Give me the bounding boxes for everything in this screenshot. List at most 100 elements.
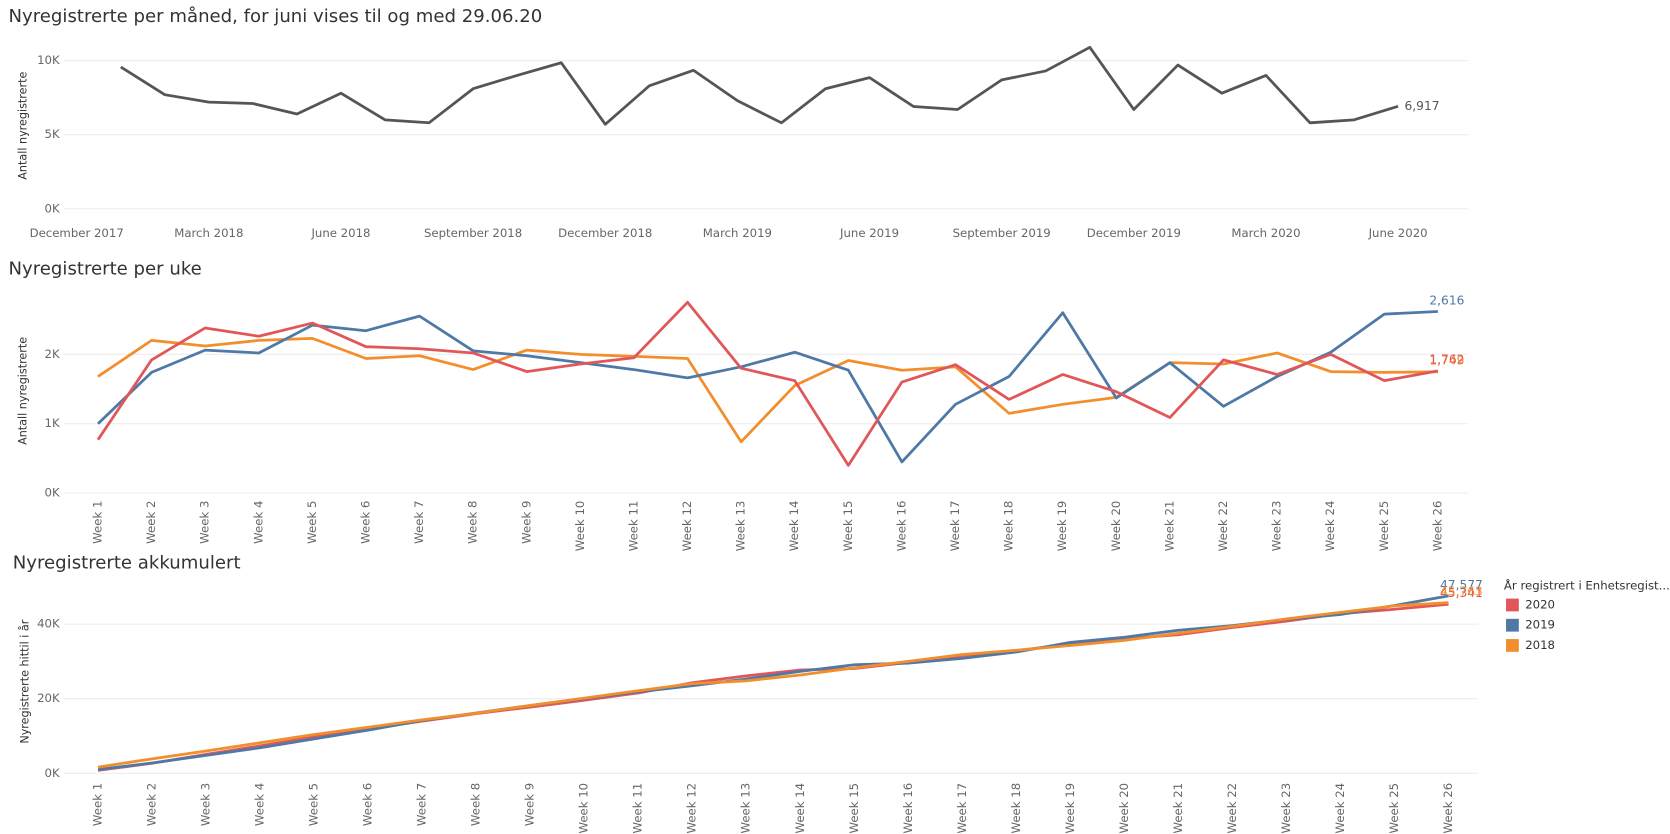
x-tick-label: Week 9 bbox=[523, 783, 537, 826]
x-tick-label: Week 4 bbox=[253, 783, 267, 826]
x-tick-label: September 2019 bbox=[953, 226, 1051, 240]
x-tick-label: Week 18 bbox=[1009, 783, 1023, 834]
y-tick-label: 0K bbox=[45, 201, 60, 215]
chart-title: Nyregistrerte per måned, for juni vises … bbox=[9, 6, 543, 27]
x-tick-label: Week 3 bbox=[198, 501, 212, 544]
data-label: 1,762 bbox=[1429, 353, 1464, 367]
x-tick-label: Week 15 bbox=[841, 501, 855, 552]
series-line bbox=[97, 602, 1449, 772]
series-line bbox=[97, 601, 1449, 769]
data-label: 45,763 bbox=[1440, 585, 1483, 599]
x-tick-label: Week 24 bbox=[1333, 783, 1347, 834]
x-tick-label: March 2019 bbox=[703, 226, 772, 240]
x-tick-label: Week 14 bbox=[793, 783, 807, 834]
data-label: 45,341 bbox=[1440, 586, 1483, 600]
x-tick-label: Week 7 bbox=[412, 501, 426, 544]
x-tick-label: Week 8 bbox=[469, 783, 483, 826]
x-tick-label: Week 13 bbox=[739, 783, 753, 834]
series-line bbox=[97, 594, 1449, 771]
x-tick-label: December 2017 bbox=[30, 226, 124, 240]
x-tick-label: Week 16 bbox=[894, 501, 908, 552]
x-tick-label: Week 19 bbox=[1063, 783, 1077, 834]
y-tick-label: 5K bbox=[45, 127, 60, 141]
x-tick-label: Week 11 bbox=[626, 501, 640, 552]
legend-swatch bbox=[1506, 618, 1519, 632]
x-tick-label: March 2018 bbox=[174, 226, 243, 240]
y-tick-label: 40K bbox=[37, 617, 60, 631]
data-label: 2,616 bbox=[1429, 293, 1464, 307]
series-line bbox=[97, 336, 1438, 444]
x-tick-label: Week 19 bbox=[1055, 501, 1069, 552]
x-tick-label: Week 21 bbox=[1162, 501, 1176, 552]
x-tick-label: Week 9 bbox=[519, 501, 533, 544]
legend-label: 2019 bbox=[1525, 618, 1555, 632]
x-tick-label: Week 26 bbox=[1430, 501, 1444, 552]
data-label: 1,749 bbox=[1429, 354, 1464, 368]
y-tick-label: 0K bbox=[45, 766, 60, 780]
x-tick-label: December 2019 bbox=[1087, 226, 1181, 240]
x-tick-label: Week 10 bbox=[577, 783, 591, 834]
x-tick-label: Week 1 bbox=[90, 783, 104, 826]
series-line bbox=[96, 300, 1439, 467]
x-tick-label: Week 22 bbox=[1216, 501, 1230, 552]
y-tick-label: 1K bbox=[45, 416, 60, 430]
x-tick-label: Week 22 bbox=[1225, 783, 1239, 834]
x-tick-label: September 2018 bbox=[424, 226, 522, 240]
data-label: 47,577 bbox=[1440, 578, 1483, 592]
x-tick-label: Week 5 bbox=[307, 783, 321, 826]
series-line bbox=[120, 45, 1399, 126]
y-tick-label: 2K bbox=[45, 347, 60, 361]
x-tick-label: Week 17 bbox=[955, 783, 969, 834]
x-tick-label: Week 5 bbox=[305, 501, 319, 544]
legend-title: År registrert i Enhetsregist... bbox=[1504, 577, 1670, 592]
x-tick-label: Week 6 bbox=[358, 501, 372, 544]
legend-label: 2018 bbox=[1525, 638, 1555, 652]
x-tick-label: Week 16 bbox=[901, 783, 915, 834]
x-tick-label: Week 15 bbox=[847, 783, 861, 834]
x-tick-label: Week 21 bbox=[1171, 783, 1185, 834]
y-axis-title: Antall nyregistrerte bbox=[16, 337, 29, 445]
chart-title: Nyregistrerte per uke bbox=[9, 258, 202, 279]
x-tick-label: Week 1 bbox=[90, 501, 104, 544]
x-tick-label: June 2020 bbox=[1368, 226, 1428, 240]
x-tick-label: Week 20 bbox=[1117, 783, 1131, 834]
x-tick-label: Week 24 bbox=[1323, 501, 1337, 552]
x-tick-label: Week 10 bbox=[573, 501, 587, 552]
x-tick-label: Week 25 bbox=[1387, 783, 1401, 834]
x-tick-label: Week 12 bbox=[685, 783, 699, 834]
x-tick-label: Week 3 bbox=[199, 783, 213, 826]
x-tick-label: Week 23 bbox=[1279, 783, 1293, 834]
x-tick-label: Week 4 bbox=[251, 501, 265, 544]
x-tick-label: June 2018 bbox=[310, 226, 370, 240]
dashboard-body: Nyregistrerte per måned, for juni vises … bbox=[9, 6, 1670, 833]
x-tick-label: Week 6 bbox=[361, 783, 375, 826]
x-tick-label: Week 11 bbox=[631, 783, 645, 834]
y-axis-title: Nyregistrerte hittil i år bbox=[19, 619, 32, 743]
x-tick-label: Week 20 bbox=[1109, 501, 1123, 552]
x-tick-label: Week 13 bbox=[734, 501, 748, 552]
x-tick-label: Week 2 bbox=[145, 783, 159, 826]
x-tick-label: December 2018 bbox=[558, 226, 652, 240]
x-tick-label: Week 18 bbox=[1002, 501, 1016, 552]
x-tick-label: Week 23 bbox=[1270, 501, 1284, 552]
series-line bbox=[97, 310, 1438, 464]
x-tick-label: March 2020 bbox=[1231, 226, 1300, 240]
y-tick-label: 20K bbox=[37, 691, 60, 705]
data-label: 6,917 bbox=[1404, 99, 1439, 113]
legend-swatch bbox=[1506, 639, 1519, 652]
x-tick-label: Week 2 bbox=[144, 501, 158, 544]
x-tick-label: Week 17 bbox=[948, 501, 962, 552]
x-tick-label: Week 26 bbox=[1441, 783, 1455, 834]
y-axis-title: Antall nyregistrerte bbox=[16, 72, 29, 180]
x-tick-label: Week 12 bbox=[680, 501, 694, 552]
x-tick-label: Week 25 bbox=[1377, 501, 1391, 552]
chart-title: Nyregistrerte akkumulert bbox=[13, 552, 241, 573]
legend-swatch bbox=[1506, 598, 1519, 612]
x-tick-label: Week 8 bbox=[466, 501, 480, 544]
x-tick-label: Week 7 bbox=[415, 783, 429, 826]
legend-label: 2020 bbox=[1525, 597, 1555, 611]
x-tick-label: Week 14 bbox=[787, 501, 801, 552]
x-tick-label: June 2019 bbox=[839, 226, 899, 240]
y-tick-label: 10K bbox=[37, 53, 60, 67]
